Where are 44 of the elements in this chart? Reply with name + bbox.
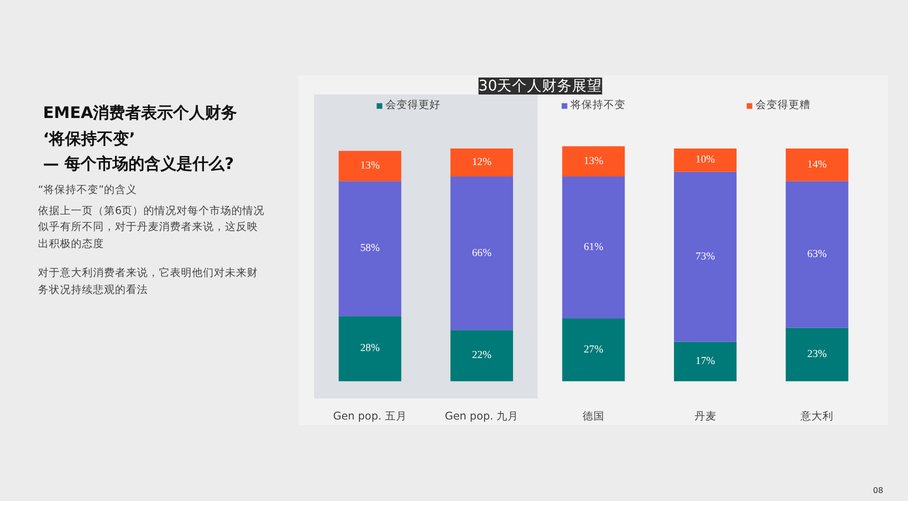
bar [562, 318, 625, 382]
data-label: 28% [360, 343, 380, 354]
data-label: 14% [807, 159, 827, 170]
x-tick-label: Gen pop. 五月 [333, 410, 407, 422]
bar [450, 176, 514, 330]
bar [674, 342, 737, 382]
bar [786, 328, 848, 382]
data-label: 17% [696, 356, 716, 368]
bar [338, 150, 402, 182]
text: “将保持不变”的含义 [38, 182, 137, 198]
data-label: 13% [360, 160, 380, 172]
data-label: 23% [807, 349, 827, 360]
data-label: 66% [472, 248, 492, 259]
x-tick-label: 丹麦 [694, 410, 716, 422]
legend-label: 会变得更好 [386, 98, 440, 112]
x-tick-label: Gen pop. 九月 [444, 410, 519, 422]
data-label: 27% [584, 344, 604, 356]
bar [674, 148, 737, 172]
chart-title: 30天个人财务展望 [478, 78, 602, 94]
bar [674, 172, 737, 342]
text: 依据上一页（第6页）的情况对每个市场的情况似乎有所不同，对于丹麦消费者来说，这反映出积极的态度 [38, 204, 266, 252]
bar [450, 330, 514, 382]
bar [562, 176, 625, 318]
x-tick-label: 德国 [582, 410, 604, 422]
data-label: 10% [696, 154, 716, 166]
text: EMEA消费者表示个人财务 ‘将保持不变’ — 每个市场的含义是什么? [43, 102, 238, 176]
text: 对于意大利消费者来说，它表明他们对未来财务状况持续悲观的看法 [38, 266, 259, 298]
data-label: 22% [472, 350, 492, 362]
x-tick-label: 意大利 [800, 410, 834, 422]
bar [786, 181, 848, 328]
legend-label: 会变得更糟 [756, 98, 810, 112]
data-label: 73% [696, 251, 716, 262]
bar [338, 316, 402, 382]
bar [562, 146, 625, 176]
bar [338, 181, 402, 316]
data-label: 61% [584, 242, 604, 253]
text: 08 [873, 485, 884, 496]
data-label: 58% [360, 243, 380, 254]
data-label: 12% [472, 157, 492, 168]
bar [450, 148, 514, 176]
legend-label: 将保持不变 [570, 98, 626, 112]
data-label: 63% [807, 248, 827, 260]
bar [786, 148, 848, 182]
data-label: 13% [584, 156, 604, 167]
